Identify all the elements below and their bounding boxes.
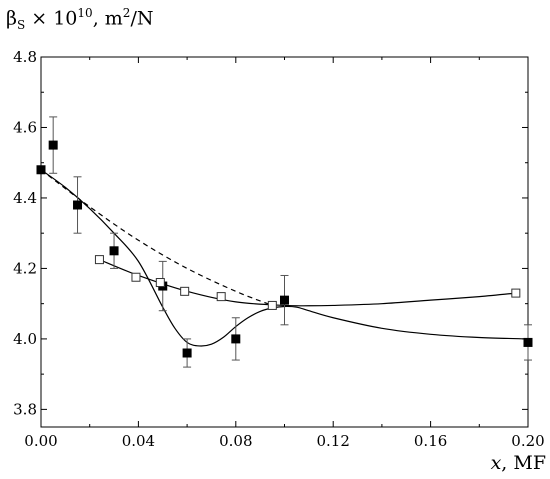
x-tick-label: 0.20 (511, 432, 544, 450)
filled-square-point (231, 334, 241, 344)
y-tick-label: 3.8 (13, 400, 37, 418)
filled-square-point (48, 140, 58, 150)
filled-square-point (523, 337, 533, 347)
open-square-point (131, 272, 141, 282)
open-square-point (180, 286, 190, 296)
y-tick-label: 4.2 (13, 259, 37, 277)
filled-square-point (36, 165, 46, 175)
y-label-exponent: 10 (77, 6, 93, 20)
x-tick-label: 0.04 (122, 432, 155, 450)
filled-square-point (280, 295, 289, 305)
filled-square-point (73, 200, 83, 210)
x-tick-label: 0.08 (219, 432, 252, 450)
dashed-curve (40, 169, 273, 306)
open-square-point (216, 292, 226, 302)
open-square-point (511, 288, 521, 298)
x-tick-label: 0.00 (24, 432, 57, 450)
x-tick-label: 0.12 (316, 432, 349, 450)
y-tick-label: 4.6 (13, 118, 37, 136)
open-square-point (155, 278, 165, 288)
open-square-point (267, 300, 277, 310)
y-label-subscript: S (16, 18, 26, 33)
y-label-times: × 10 (25, 7, 78, 30)
x-label-symbol: x (490, 452, 502, 474)
y-label-symbol: β (6, 7, 17, 30)
y-axis-label: βS × 1010, m2/N (6, 6, 153, 32)
y-label-unit-tail: /N (130, 7, 154, 30)
x-tick-label: 0.16 (414, 432, 447, 450)
y-tick-label: 4.4 (13, 189, 37, 207)
data-markers (36, 140, 533, 358)
filled-square-point (182, 348, 192, 358)
x-axis-label: x, MF (491, 452, 546, 474)
open-square-point (94, 255, 104, 265)
x-label-tail: , MF (501, 452, 546, 474)
y-label-unit: , m (92, 7, 123, 30)
filled-square-point (109, 246, 119, 256)
error-bars (49, 116, 532, 368)
y-label-unit-exponent: 2 (122, 6, 131, 20)
y-tick-label: 4.8 (13, 48, 37, 66)
tick-labels: 0.00 0.04 0.08 0.12 0.16 0.20 3.8 4.0 4.2 4.4 4.6 4… (13, 48, 545, 450)
fit-curve-2 (99, 259, 516, 307)
y-tick-label: 4.0 (13, 330, 37, 348)
axis-ticks (40, 56, 529, 427)
